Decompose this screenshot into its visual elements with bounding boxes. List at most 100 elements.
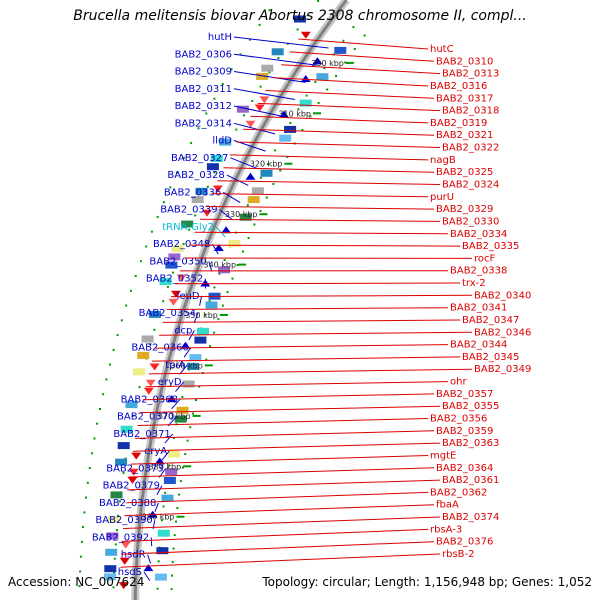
track-dot	[173, 548, 175, 550]
track-dot	[85, 497, 87, 499]
gene-label: hutC	[430, 44, 454, 55]
leader-line	[175, 283, 460, 284]
leader-line	[217, 181, 440, 185]
accession-label: Accession:	[8, 575, 71, 589]
left-gene-label[interactable]: BAB2_0388	[99, 498, 158, 512]
leader-line	[224, 168, 435, 172]
track-dot	[354, 48, 356, 50]
gene-label: BAB2_0390	[95, 515, 152, 526]
gene-label: BAB2_0364	[436, 463, 493, 474]
gene-label: BAB2_0321	[436, 130, 493, 141]
scale-tick: 310 kbp	[278, 109, 321, 118]
track-dot	[227, 291, 229, 293]
track-dot	[260, 210, 262, 212]
track-dot	[205, 113, 207, 115]
right-gene-label[interactable]: BAB2_0357	[143, 389, 494, 400]
gene-label: BAB2_0347	[462, 315, 519, 326]
track-dot	[125, 305, 127, 307]
scale-tick: 320 kbp	[250, 160, 293, 169]
reverse-gene-block	[133, 368, 145, 375]
forward-gene-block	[168, 451, 180, 458]
track-dot	[130, 290, 132, 292]
gene-label: BAB2_0314	[175, 118, 232, 129]
left-gene-label[interactable]: BAB2_0370	[117, 412, 176, 426]
forward-gene-block	[334, 47, 346, 54]
right-gene-label[interactable]: BAB2_0340	[171, 290, 531, 301]
track-dot	[260, 177, 262, 179]
track-dot	[145, 246, 147, 248]
right-gene-label[interactable]: BAB2_0322	[237, 142, 500, 154]
leader-line	[200, 296, 202, 306]
right-gene-label[interactable]: BAB2_0316	[273, 78, 487, 92]
gene-label: BAB2_0317	[436, 93, 493, 104]
track-dot	[178, 494, 180, 496]
track-dot	[176, 507, 178, 509]
track-dot	[222, 305, 224, 307]
gene-label: BAB2_0311	[175, 84, 232, 95]
leader-line	[124, 505, 434, 516]
forward-gene-block	[316, 73, 328, 80]
left-gene-label[interactable]: BAB2_0348	[153, 239, 218, 254]
right-gene-label[interactable]: BAB2_0364	[129, 463, 493, 477]
forward-gene-block	[155, 574, 167, 581]
right-gene-label[interactable]: BAB2_0359	[135, 426, 493, 439]
track-dot	[174, 534, 176, 536]
right-gene-label[interactable]: BAB2_0355	[140, 401, 499, 412]
track-dot	[317, 0, 319, 2]
track-dot	[248, 237, 250, 239]
right-gene-label[interactable]: BAB2_0341	[167, 303, 507, 314]
gene-label: BAB2_0312	[175, 101, 232, 112]
track-dot	[171, 575, 173, 577]
leader-line	[206, 207, 434, 210]
gene-label: BAB2_0318	[442, 106, 499, 117]
track-dot	[171, 588, 173, 590]
track-dot	[91, 452, 93, 454]
track-dot	[247, 204, 249, 206]
track-dot	[342, 40, 344, 42]
track-dot	[260, 86, 262, 88]
right-gene-label[interactable]: BAB2_0317	[265, 91, 493, 105]
track-dot	[289, 122, 291, 124]
forward-gene-block	[252, 187, 264, 194]
left-gene-label[interactable]: BAB2_0373	[106, 464, 165, 478]
track-dot	[326, 89, 328, 91]
gene-label: BAB2_0310	[436, 56, 493, 67]
left-gene-label[interactable]: BAB2_0352	[146, 274, 206, 289]
gene-label: BAB2_0370	[117, 412, 174, 423]
track-dot	[190, 142, 192, 144]
gene-label: rbsB-2	[442, 549, 475, 560]
forward-gene-block	[284, 126, 296, 133]
track-dot	[266, 197, 268, 199]
left-gene-label[interactable]: BAB2_0392	[92, 533, 152, 547]
track-dot	[82, 526, 84, 528]
track-dot	[279, 170, 281, 172]
gene-label: BAB2_0313	[442, 69, 499, 80]
reverse-gene-arrow	[146, 380, 156, 387]
gene-label: BAB2_0349	[474, 364, 531, 375]
right-gene-label[interactable]: fbaA	[124, 500, 459, 516]
track-dot	[335, 75, 337, 77]
gene-label: BAB2_0357	[436, 389, 493, 400]
right-gene-label[interactable]: BAB2_0334	[195, 229, 508, 240]
right-gene-label[interactable]: trx-2	[175, 278, 485, 289]
forward-gene-block	[194, 337, 206, 344]
track-dot	[116, 529, 118, 531]
left-gene-label[interactable]: BAB2_0306	[175, 49, 317, 65]
reverse-gene-block	[104, 565, 116, 572]
track-dot	[80, 556, 82, 558]
gene-label: BAB2_0388	[99, 498, 156, 509]
right-gene-label[interactable]: BAB2_0345	[152, 352, 519, 363]
forward-gene-arrow	[143, 564, 153, 571]
track-dot	[135, 275, 137, 277]
left-gene-label[interactable]: BAB2_0354	[139, 308, 198, 323]
left-gene-label[interactable]: BAB2_0371	[113, 429, 172, 443]
forward-gene-block	[206, 302, 218, 309]
leader-line	[133, 443, 440, 451]
track-dot	[274, 149, 276, 151]
left-gene-label[interactable]: BAB2_0350	[149, 256, 211, 271]
left-gene-label[interactable]: BAB2_0390	[95, 515, 154, 529]
right-gene-label[interactable]: BAB2_0344	[156, 340, 508, 351]
track-dot	[213, 332, 215, 334]
leader-line	[144, 572, 150, 581]
track-dot	[99, 408, 101, 410]
